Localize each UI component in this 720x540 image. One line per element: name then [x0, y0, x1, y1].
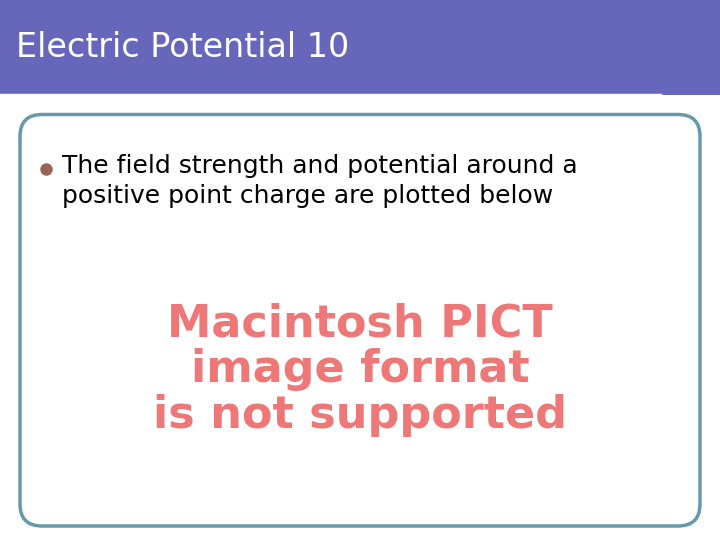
FancyBboxPatch shape: [20, 114, 700, 526]
Text: image format: image format: [191, 348, 529, 391]
Text: positive point charge are plotted below: positive point charge are plotted below: [62, 185, 553, 208]
Text: The field strength and potential around a: The field strength and potential around …: [62, 154, 577, 179]
Text: Electric Potential 10: Electric Potential 10: [16, 31, 349, 64]
Text: is not supported: is not supported: [153, 394, 567, 437]
FancyBboxPatch shape: [0, 0, 720, 94]
Text: Macintosh PICT: Macintosh PICT: [167, 302, 553, 345]
